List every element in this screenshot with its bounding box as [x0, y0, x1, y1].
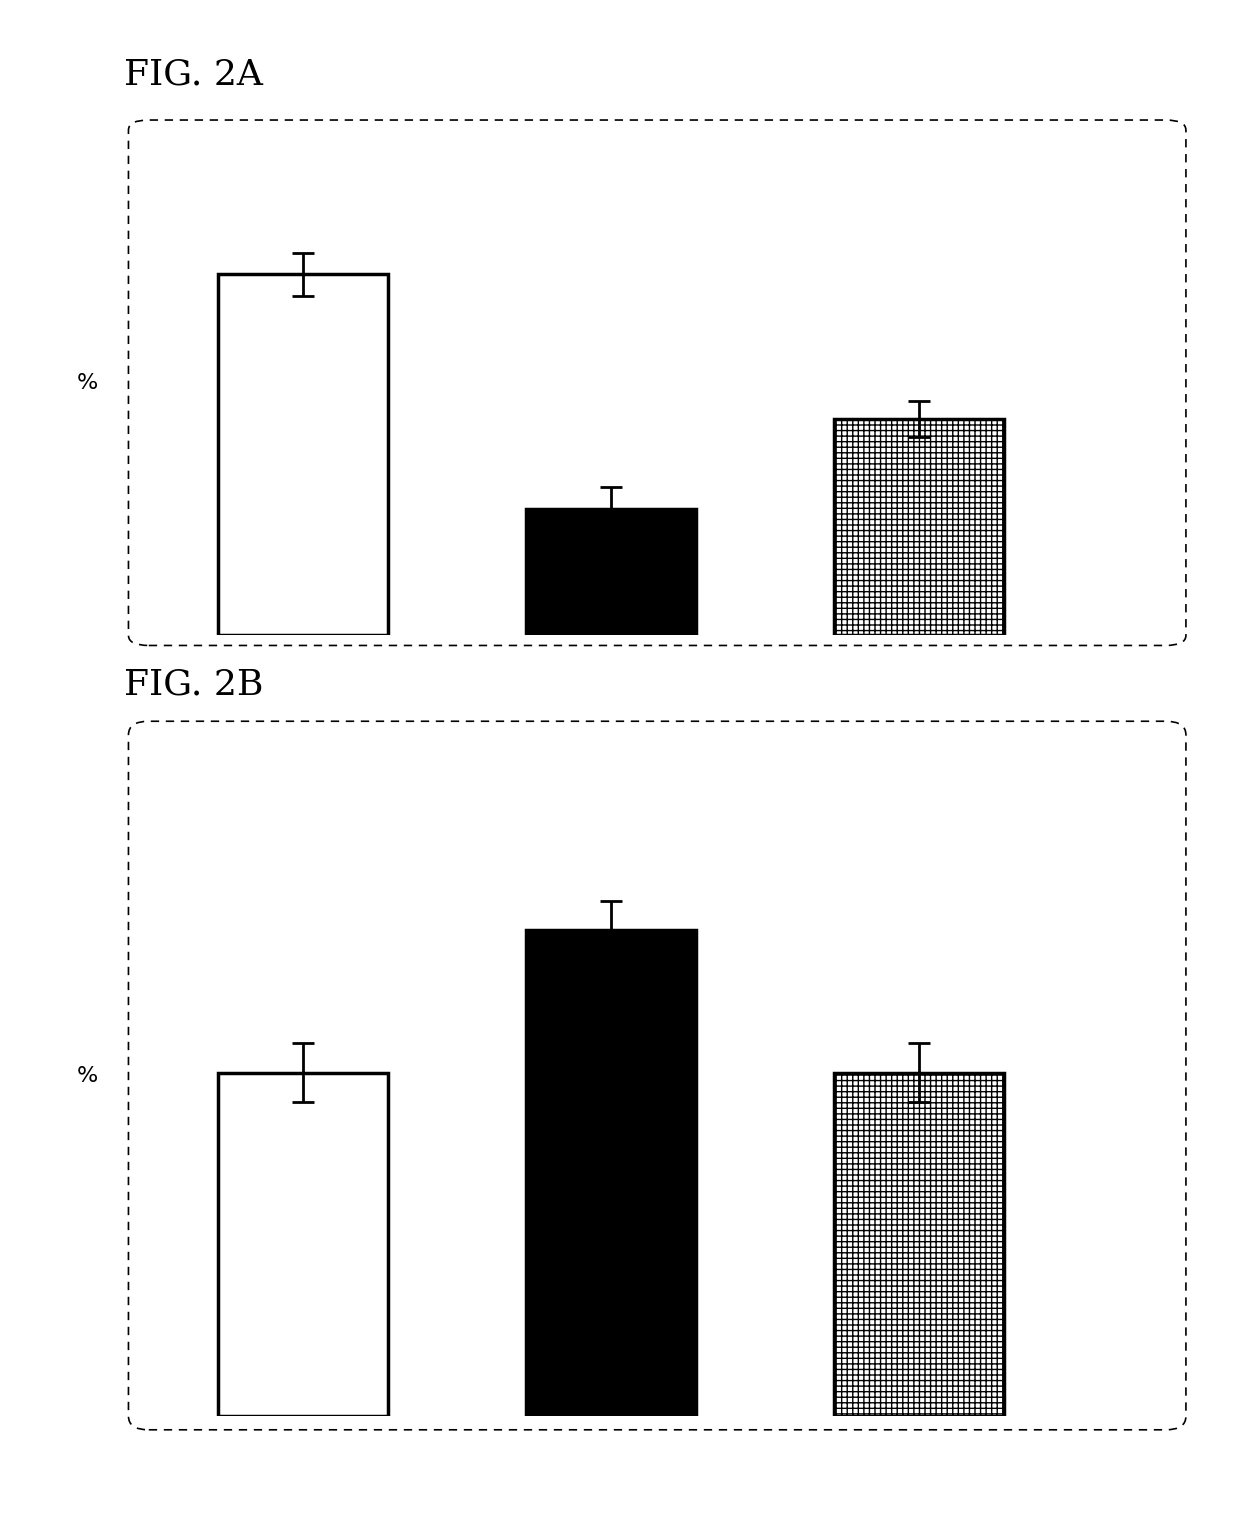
Bar [835, 419, 1004, 635]
Text: %: % [77, 1066, 98, 1085]
Bar [526, 508, 696, 635]
Bar [526, 931, 696, 1416]
Text: FIG. 2B: FIG. 2B [124, 668, 263, 701]
Bar [218, 274, 388, 635]
Text: FIG. 2A: FIG. 2A [124, 58, 263, 92]
Bar [835, 1073, 1004, 1416]
Bar [218, 1073, 388, 1416]
Text: %: % [77, 372, 98, 393]
